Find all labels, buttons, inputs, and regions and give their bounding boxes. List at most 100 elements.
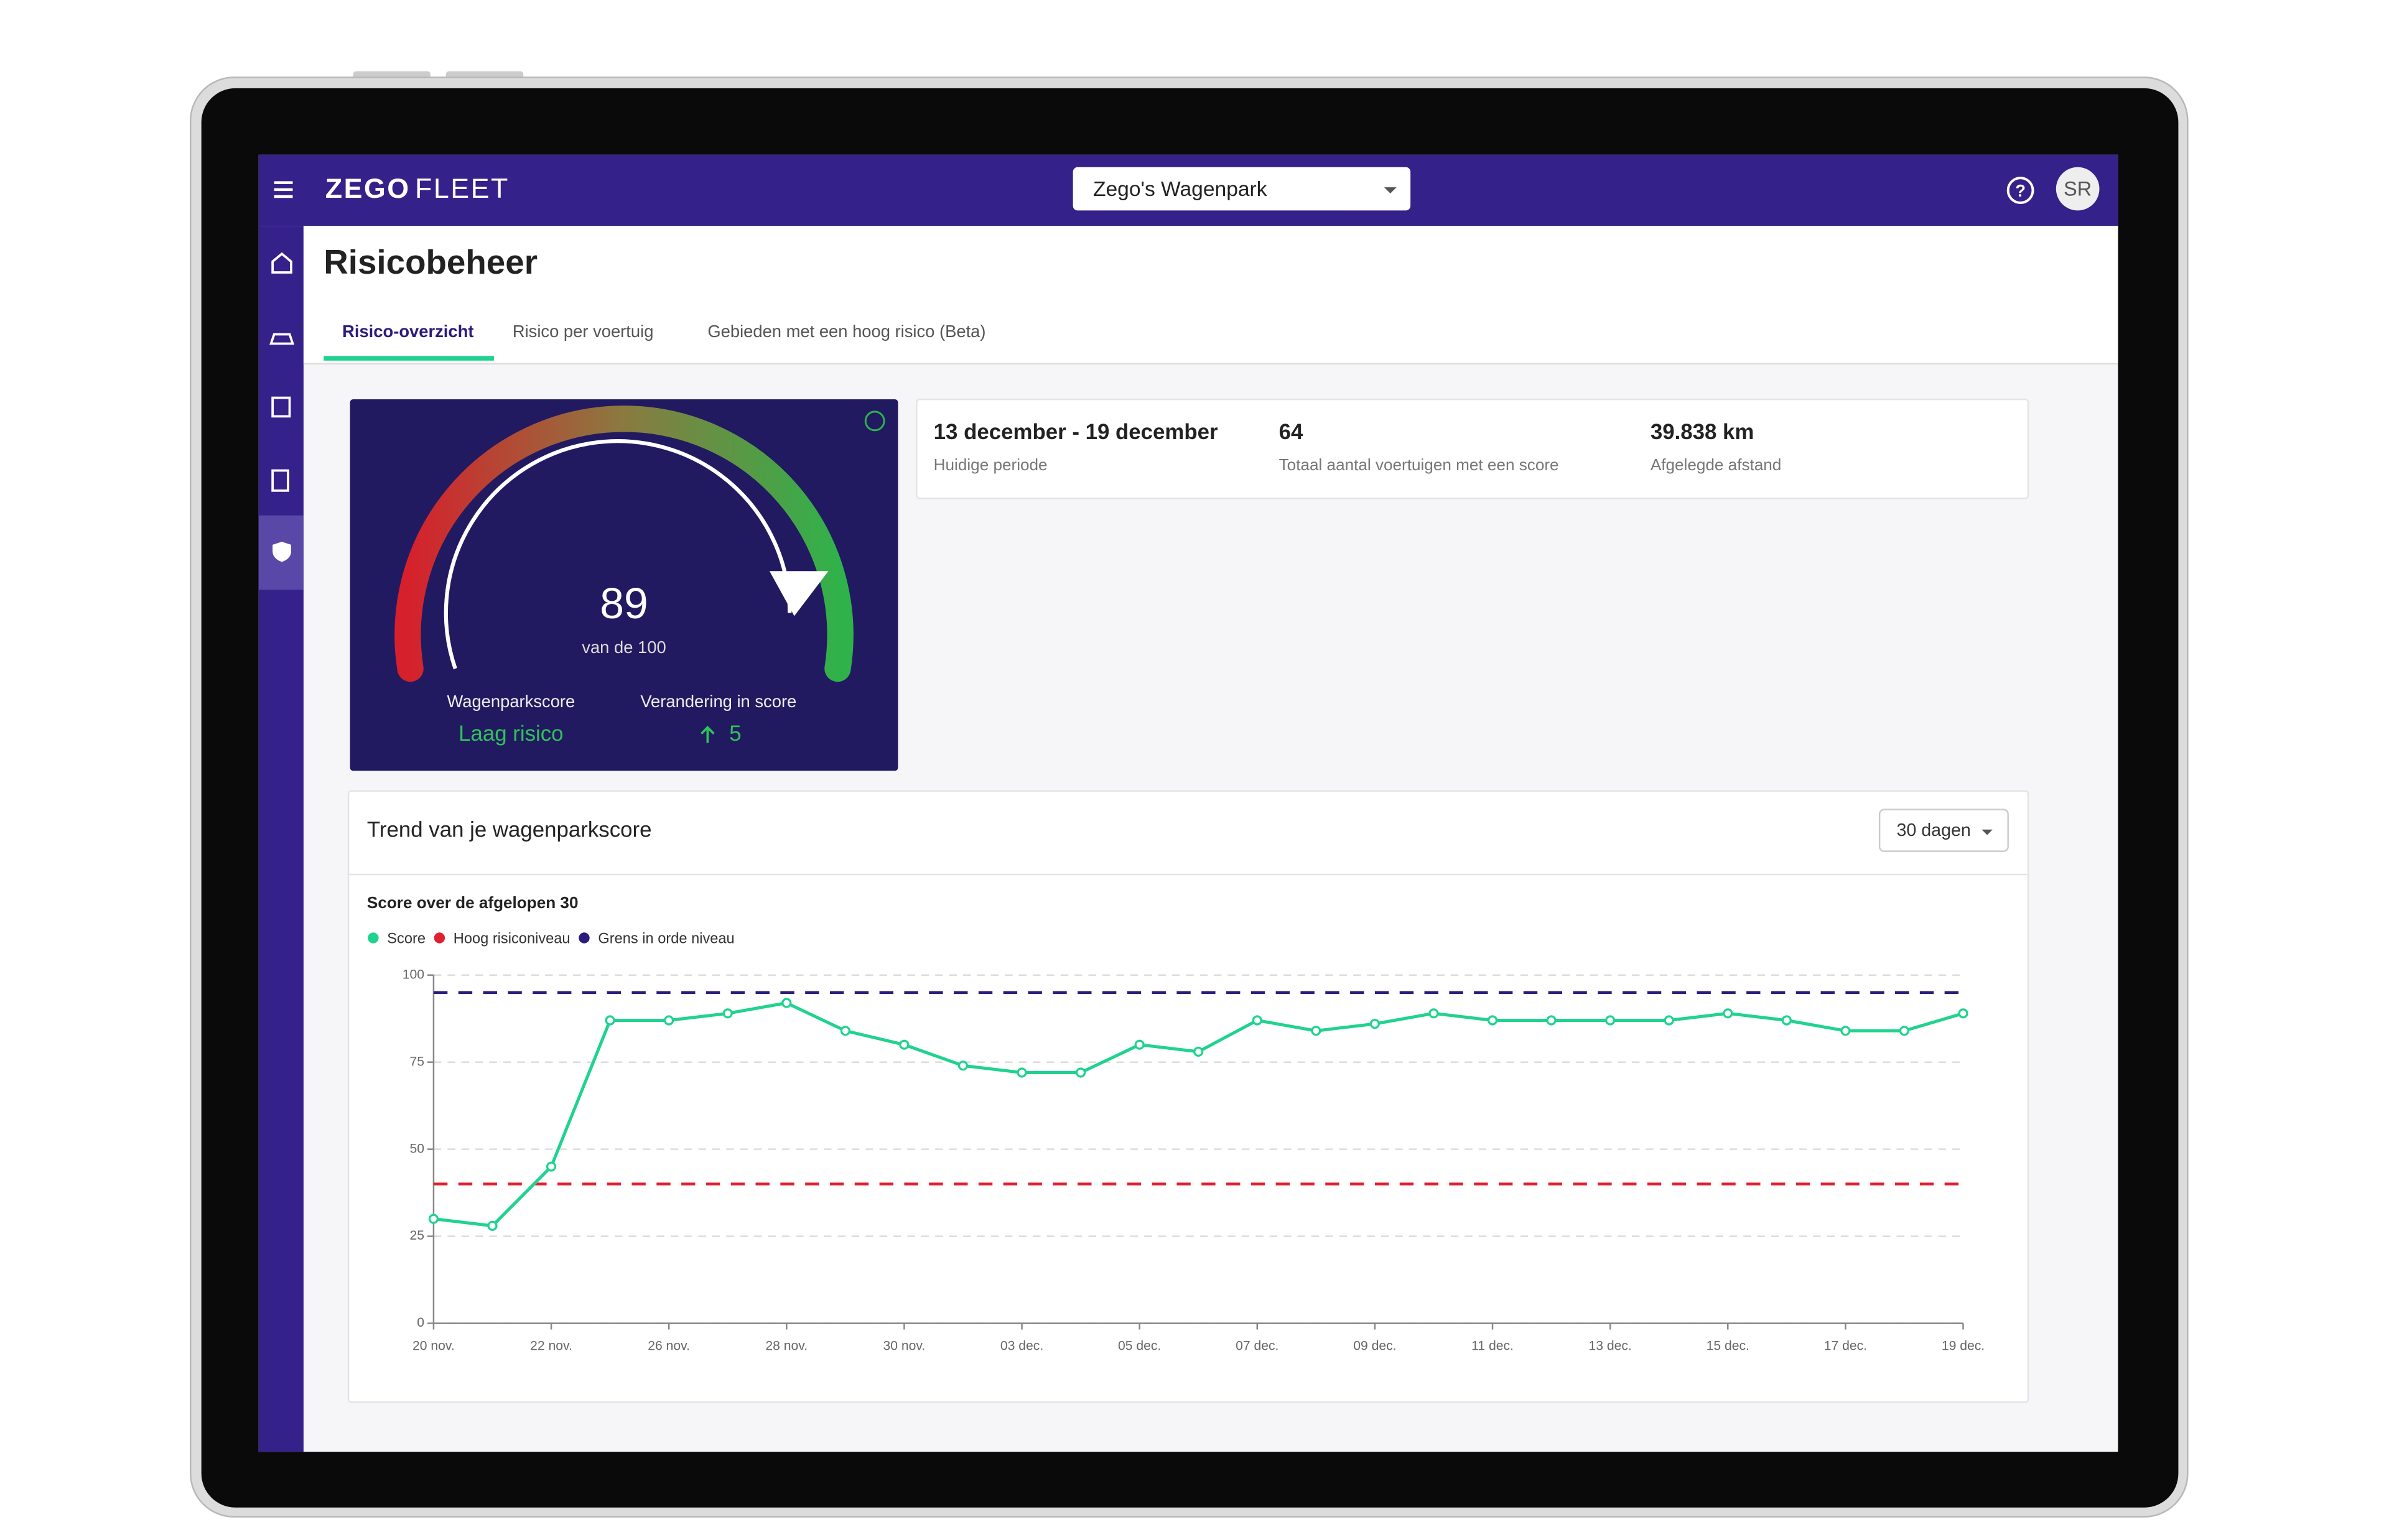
gauge-needle xyxy=(769,571,829,616)
schedule-icon[interactable] xyxy=(271,396,291,418)
legend-label: Hoog risiconiveau xyxy=(454,931,570,947)
x-tick-label: 05 dec. xyxy=(1118,1339,1161,1353)
point xyxy=(1487,1015,1498,1026)
point xyxy=(1605,1015,1616,1026)
risk-level: Laag risico xyxy=(459,721,563,746)
chart-card xyxy=(347,790,2029,1403)
report-icon[interactable] xyxy=(271,469,289,492)
avatar[interactable] xyxy=(2056,167,2100,211)
point xyxy=(840,1026,850,1036)
legend-swatch xyxy=(434,932,445,944)
point xyxy=(1252,1015,1262,1026)
point xyxy=(428,1213,439,1224)
logo-bold: ZEGO xyxy=(325,173,411,204)
range-selector[interactable] xyxy=(1878,809,2009,852)
info-icon[interactable] xyxy=(864,411,885,432)
up-arrow xyxy=(701,725,715,743)
point xyxy=(781,998,792,1008)
point xyxy=(664,1015,674,1026)
chart: Score Hoog risiconiveau Grens in orde nive… xyxy=(368,931,1985,1353)
y-tick-label: 25 xyxy=(409,1228,424,1243)
gauge-progress xyxy=(444,439,792,670)
point xyxy=(957,1060,969,1071)
y-tick-label: 75 xyxy=(409,1054,424,1069)
x-tick-label: 15 dec. xyxy=(1707,1339,1749,1353)
score-change: 5 xyxy=(729,721,741,746)
gauge-arc xyxy=(394,406,854,682)
x-tick-label: 22 nov. xyxy=(530,1339,572,1353)
gauge-score: 89 xyxy=(600,579,648,628)
point xyxy=(546,1161,557,1172)
fleet-selector-text: Zego's Wagenpark xyxy=(1093,178,1267,201)
legend-label: Score xyxy=(387,931,426,947)
change-label: Verandering in score xyxy=(640,692,796,711)
legend-label: Grens in orde niveau xyxy=(598,931,734,947)
x-tick-label: 28 nov. xyxy=(765,1339,808,1353)
risk-icon[interactable] xyxy=(272,541,291,562)
point xyxy=(1076,1067,1086,1078)
x-tick-label: 30 nov. xyxy=(883,1339,926,1353)
stat-label: Totaal aantal voertuigen met een score xyxy=(1279,455,1559,474)
y-tick-label: 100 xyxy=(403,967,424,981)
point xyxy=(1546,1015,1557,1026)
help-icon[interactable] xyxy=(2006,177,2034,204)
point xyxy=(1958,1008,1968,1019)
legend-swatch xyxy=(579,932,590,944)
x-tick-label: 07 dec. xyxy=(1236,1339,1278,1353)
tab[interactable]: Gebieden met een hoog risico (Beta) xyxy=(707,322,985,341)
x-tick-label: 13 dec. xyxy=(1588,1339,1631,1353)
fleet-selector[interactable] xyxy=(1073,167,1411,211)
x-tick-label: 09 dec. xyxy=(1353,1339,1396,1353)
y-tick-label: 50 xyxy=(409,1141,424,1156)
menu-icon[interactable] xyxy=(274,181,293,198)
x-tick-label: 11 dec. xyxy=(1471,1339,1514,1353)
point xyxy=(722,1008,733,1019)
tab[interactable]: Risico-overzicht xyxy=(342,322,473,341)
page-header xyxy=(303,226,2118,364)
stat-value: 39.838 km xyxy=(1651,420,1754,444)
point xyxy=(899,1039,910,1050)
point xyxy=(1134,1039,1145,1050)
stat-value: 64 xyxy=(1279,420,1303,444)
sidebar xyxy=(258,226,304,1452)
stats-card xyxy=(916,398,2029,499)
point xyxy=(1369,1019,1380,1029)
dropdown-caret xyxy=(1982,829,1993,835)
point xyxy=(1193,1046,1204,1057)
point xyxy=(1017,1067,1027,1078)
x-tick-label: 17 dec. xyxy=(1824,1339,1867,1353)
point xyxy=(1311,1026,1321,1036)
x-tick-label: 20 nov. xyxy=(412,1339,455,1353)
y-tick-label: 0 xyxy=(417,1315,424,1330)
stats: 13 december - 19 december Huidige periode… xyxy=(934,420,1782,474)
dropdown-caret xyxy=(1384,187,1397,194)
point xyxy=(1723,1008,1733,1019)
tab-underline xyxy=(324,356,494,361)
point xyxy=(1781,1015,1792,1026)
score-label: Wagenparkscore xyxy=(447,692,575,711)
logo-light: FLEET xyxy=(415,173,510,204)
point xyxy=(1428,1008,1439,1019)
home-icon[interactable] xyxy=(271,252,292,274)
gauge-card xyxy=(350,399,898,771)
chart-title: Score over de afgelopen 30 xyxy=(367,893,579,912)
stat-label: Huidige periode xyxy=(934,455,1048,474)
gauge-max: van de 100 xyxy=(582,638,666,657)
legend-swatch xyxy=(368,932,379,944)
stat-value: 13 december - 19 december xyxy=(934,420,1218,444)
point xyxy=(1840,1026,1851,1036)
x-tick-label: 26 nov. xyxy=(648,1339,690,1353)
avatar-initials: SR xyxy=(2064,178,2092,200)
point xyxy=(1899,1026,1910,1036)
page-title: Risicobeheer xyxy=(324,243,538,281)
help-glyph: ? xyxy=(2015,181,2026,200)
x-tick-label: 19 dec. xyxy=(1942,1339,1985,1353)
tab[interactable]: Risico per voertuig xyxy=(513,322,654,341)
stat-label: Afgelegde afstand xyxy=(1651,455,1782,474)
x-tick-label: 03 dec. xyxy=(1000,1339,1043,1353)
card-title: Trend van je wagenparkscore xyxy=(367,817,652,842)
vehicle-icon[interactable] xyxy=(269,333,295,345)
point xyxy=(487,1220,498,1231)
range-text: 30 dagen xyxy=(1897,820,1971,840)
